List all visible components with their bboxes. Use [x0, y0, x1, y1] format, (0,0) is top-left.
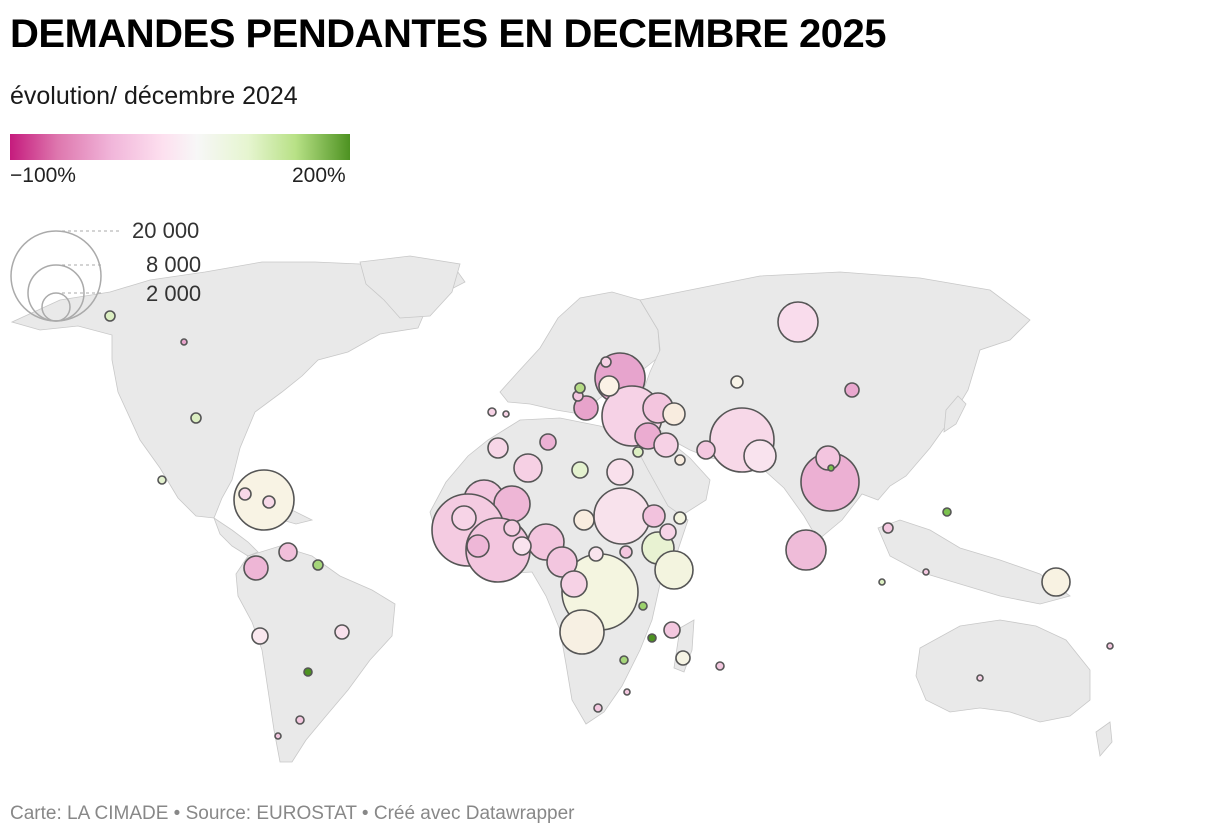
- color-legend-bar: [10, 134, 350, 160]
- bubble[interactable]: [662, 402, 686, 426]
- bubble[interactable]: [844, 382, 860, 398]
- bubble[interactable]: [730, 375, 744, 389]
- bubble-layer: [104, 301, 1114, 740]
- bubble[interactable]: [696, 440, 716, 460]
- bubble[interactable]: [574, 382, 586, 394]
- bubble[interactable]: [104, 310, 116, 322]
- greenland: [359, 255, 461, 319]
- bubble[interactable]: [882, 522, 894, 534]
- bubble[interactable]: [922, 568, 930, 576]
- bubble[interactable]: [573, 509, 595, 531]
- bubble[interactable]: [619, 545, 633, 559]
- bubble[interactable]: [674, 454, 686, 466]
- footer-credits: Carte: LA CIMADE • Source: EUROSTAT • Cr…: [10, 803, 575, 824]
- bubble[interactable]: [262, 495, 276, 509]
- color-legend-max-label: 200%: [292, 164, 346, 187]
- central-america: [213, 516, 259, 557]
- bubble[interactable]: [560, 570, 588, 598]
- bubble[interactable]: [588, 546, 604, 562]
- bubble[interactable]: [623, 688, 631, 696]
- bubble[interactable]: [715, 661, 725, 671]
- color-legend-min-label: −100%: [10, 164, 76, 187]
- south-america: [235, 545, 396, 763]
- bubble[interactable]: [303, 667, 313, 677]
- bubble[interactable]: [487, 407, 497, 417]
- bubble[interactable]: [466, 534, 490, 558]
- bubble[interactable]: [827, 464, 835, 472]
- chart-subtitle: évolution/ décembre 2024: [10, 82, 298, 110]
- bubble[interactable]: [573, 395, 599, 421]
- bubble[interactable]: [1106, 642, 1114, 650]
- bubble[interactable]: [243, 555, 269, 581]
- bubble[interactable]: [785, 529, 827, 571]
- bubble[interactable]: [675, 650, 691, 666]
- bubble[interactable]: [180, 338, 188, 346]
- bubble[interactable]: [513, 453, 543, 483]
- bubble[interactable]: [451, 505, 477, 531]
- new-zealand: [1095, 721, 1113, 757]
- size-legend-label-medium: 8 000: [146, 252, 202, 277]
- bubble[interactable]: [295, 715, 305, 725]
- bubble[interactable]: [659, 523, 677, 541]
- bubble[interactable]: [334, 624, 350, 640]
- bubble[interactable]: [546, 546, 578, 578]
- bubble[interactable]: [598, 375, 620, 397]
- bubble[interactable]: [487, 437, 509, 459]
- bubble[interactable]: [278, 542, 298, 562]
- australia: [915, 619, 1091, 723]
- size-legend: [10, 230, 122, 322]
- bubble[interactable]: [251, 627, 269, 645]
- bubble[interactable]: [600, 356, 612, 368]
- bubble[interactable]: [619, 655, 629, 665]
- size-legend-label-large: 20 000: [132, 218, 200, 243]
- north-america: [10, 261, 466, 519]
- bubble[interactable]: [673, 511, 687, 525]
- bubble[interactable]: [559, 609, 605, 655]
- bubble[interactable]: [512, 536, 532, 556]
- bubble[interactable]: [878, 578, 886, 586]
- bubble[interactable]: [274, 732, 282, 740]
- bubble[interactable]: [593, 703, 603, 713]
- bubble[interactable]: [632, 446, 644, 458]
- bubble[interactable]: [743, 439, 777, 473]
- bubble[interactable]: [606, 458, 634, 486]
- bubble[interactable]: [642, 504, 666, 528]
- bubble[interactable]: [976, 674, 984, 682]
- bubble[interactable]: [663, 621, 681, 639]
- chart-title: DEMANDES PENDANTES EN DECEMBRE 2025: [10, 12, 887, 56]
- southeast-asia-islands: [877, 519, 1071, 605]
- bubble[interactable]: [157, 475, 167, 485]
- bubble[interactable]: [1041, 567, 1071, 597]
- bubble[interactable]: [312, 559, 324, 571]
- bubble[interactable]: [647, 633, 657, 643]
- bubble[interactable]: [503, 519, 521, 537]
- bubble[interactable]: [539, 433, 557, 451]
- bubble[interactable]: [942, 507, 952, 517]
- bubble[interactable]: [502, 410, 510, 418]
- bubble[interactable]: [653, 432, 679, 458]
- bubble[interactable]: [638, 601, 648, 611]
- size-legend-label-small: 2 000: [146, 281, 202, 306]
- bubble[interactable]: [593, 487, 651, 545]
- bubble[interactable]: [777, 301, 819, 343]
- bubble[interactable]: [190, 412, 202, 424]
- bubble[interactable]: [238, 487, 252, 501]
- bubble[interactable]: [571, 461, 589, 479]
- japan: [943, 395, 967, 433]
- bubble[interactable]: [654, 550, 694, 590]
